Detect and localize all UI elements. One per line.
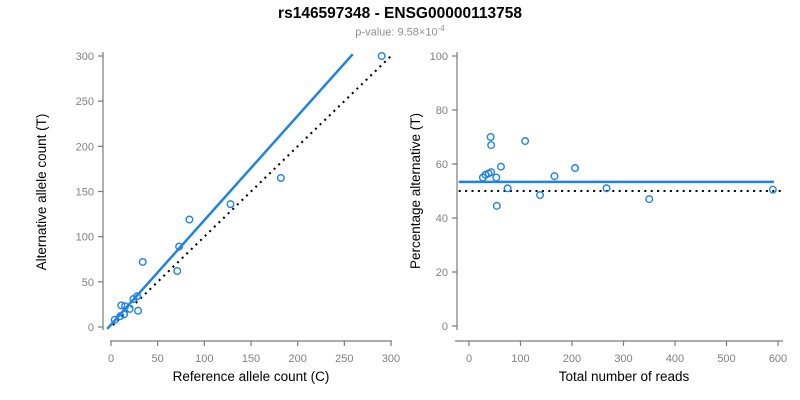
data-point [117, 301, 126, 310]
y-tick-label: 80 [436, 105, 448, 117]
data-point [571, 164, 580, 173]
data-point [133, 292, 142, 301]
x-tick-label: 500 [717, 353, 735, 365]
y-tick-label: 40 [436, 213, 448, 225]
identity-line [112, 53, 394, 326]
data-point [492, 173, 501, 182]
x-tick-label: 200 [288, 353, 306, 365]
x-tick-label: 200 [563, 353, 581, 365]
data-point [536, 191, 545, 200]
x-tick-label: 300 [614, 353, 632, 365]
plot-title: rs146597348 - ENSG00000113758 [278, 5, 522, 22]
y-tick-label: 0 [88, 322, 94, 334]
plot-subtitle: p-value: 9.58×10-4 [0, 24, 800, 39]
data-point [487, 141, 496, 150]
y-tick-label: 60 [436, 159, 448, 171]
y-tick-label: 250 [76, 96, 94, 108]
x-tick-label: 100 [195, 353, 213, 365]
y-tick-label: 200 [76, 141, 94, 153]
data-point [185, 215, 194, 224]
x-axis-label: Total number of reads [559, 369, 690, 384]
data-point [377, 52, 386, 61]
x-axis-label: Reference allele count (C) [173, 369, 330, 384]
data-point [110, 315, 119, 324]
data-point [602, 184, 611, 193]
x-tick-label: 600 [769, 353, 787, 365]
x-tick-label: 250 [335, 353, 353, 365]
fit-line [106, 53, 354, 330]
data-point [138, 257, 147, 266]
data-point [492, 201, 501, 210]
data-point [120, 310, 129, 319]
data-point [550, 172, 559, 181]
x-tick-label: 300 [382, 353, 400, 365]
y-tick-label: 20 [436, 267, 448, 279]
data-point [768, 185, 777, 194]
y-tick-label: 0 [442, 321, 448, 333]
data-point [521, 137, 530, 146]
pvalue-exponent: -4 [437, 24, 445, 33]
x-tick-label: 100 [511, 353, 529, 365]
y-tick-label: 150 [76, 187, 94, 199]
data-point [116, 312, 125, 321]
x-tick-label: 0 [466, 353, 472, 365]
x-tick-label: 400 [666, 353, 684, 365]
x-tick-label: 50 [152, 353, 164, 365]
data-point [496, 162, 505, 171]
pvalue-text: p-value: 9.58×10 [355, 26, 438, 39]
data-point [125, 304, 134, 313]
x-tick-label: 150 [242, 353, 260, 365]
data-point [487, 168, 496, 177]
data-point [276, 173, 285, 182]
data-point [175, 242, 184, 251]
data-point [645, 195, 654, 204]
y-tick-label: 300 [76, 51, 94, 63]
y-tick-label: 50 [82, 277, 94, 289]
left-scatter-plot: 0 50 100 150 200 250 300 0 50 100 150 200 250 300 Refe… [34, 51, 400, 384]
y-tick-label: 100 [76, 232, 94, 244]
data-point [226, 200, 235, 209]
y-axis-label: Alternative allele count (T) [34, 114, 49, 271]
data-point [486, 132, 495, 141]
data-point [134, 306, 143, 315]
x-tick-label: 0 [108, 353, 114, 365]
right-scatter-plot: 0 100 200 300 400 500 600 0 20 40 60 80 100 Total num… [408, 51, 787, 384]
data-point [503, 184, 512, 193]
y-axis-label: Percentage alternative (T) [408, 113, 423, 269]
data-point [173, 266, 182, 275]
y-tick-label: 100 [430, 51, 448, 63]
